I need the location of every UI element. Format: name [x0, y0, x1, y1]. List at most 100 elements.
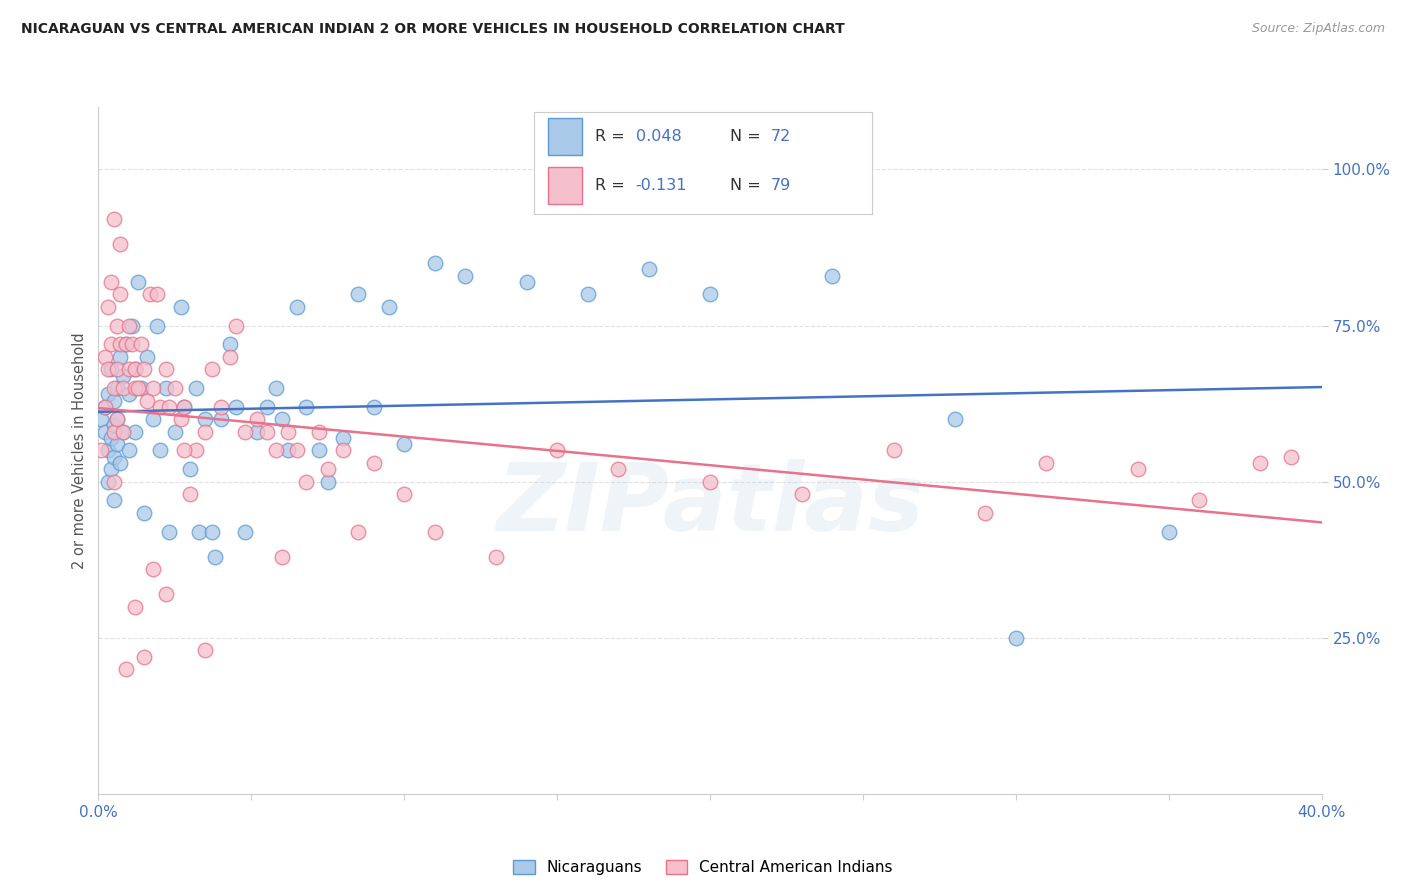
Point [157, 400, 180, 414]
Point [136, 393, 159, 408]
Point [264, 381, 287, 395]
Point [134, 649, 156, 664]
Text: Source: ZipAtlas.com: Source: ZipAtlas.com [1251, 22, 1385, 36]
Point [308, 443, 330, 458]
Point [108, 337, 131, 351]
Point [97, 387, 120, 401]
Point [209, 400, 232, 414]
Point [103, 418, 125, 433]
Point [423, 524, 446, 539]
Point [225, 400, 247, 414]
Point [111, 425, 134, 439]
Point [285, 300, 308, 314]
Point [118, 318, 141, 333]
Point [170, 412, 193, 426]
Text: R =: R = [595, 178, 630, 193]
Point [124, 362, 146, 376]
Point [194, 425, 217, 439]
Point [111, 425, 134, 439]
Point [246, 412, 269, 426]
Point [124, 425, 146, 439]
Point [155, 381, 177, 395]
Point [170, 300, 193, 314]
Point [118, 362, 141, 376]
Point [127, 381, 149, 395]
Point [883, 443, 905, 458]
Point [108, 237, 131, 252]
Point [129, 381, 152, 395]
Point [105, 318, 128, 333]
Point [124, 381, 146, 395]
Point [256, 425, 278, 439]
Point [186, 381, 208, 395]
Point [97, 362, 120, 376]
Point [118, 387, 141, 401]
Point [103, 212, 125, 227]
Point [200, 524, 222, 539]
Point [108, 287, 131, 301]
Point [124, 362, 146, 376]
Point [115, 662, 138, 676]
Point [163, 425, 186, 439]
FancyBboxPatch shape [548, 118, 582, 154]
Point [142, 562, 165, 576]
Point [93, 425, 115, 439]
Point [155, 587, 177, 601]
Point [173, 443, 195, 458]
Point [163, 381, 186, 395]
Point [363, 456, 385, 470]
Point [423, 256, 446, 270]
Point [1004, 631, 1026, 645]
Point [121, 337, 143, 351]
Point [157, 524, 180, 539]
Point [392, 437, 416, 451]
Point [790, 487, 813, 501]
Point [100, 462, 122, 476]
Point [142, 412, 165, 426]
Point [90, 443, 112, 458]
Legend: Nicaraguans, Central American Indians: Nicaraguans, Central American Indians [513, 861, 893, 875]
Point [145, 287, 167, 301]
Point [97, 443, 120, 458]
Point [270, 549, 292, 564]
Point [103, 493, 125, 508]
Point [105, 412, 128, 426]
Point [1157, 524, 1180, 539]
Point [516, 275, 538, 289]
Point [103, 450, 125, 464]
Point [200, 362, 222, 376]
Point [277, 425, 299, 439]
Text: NICARAGUAN VS CENTRAL AMERICAN INDIAN 2 OR MORE VEHICLES IN HOUSEHOLD CORRELATIO: NICARAGUAN VS CENTRAL AMERICAN INDIAN 2 … [21, 22, 845, 37]
Point [127, 275, 149, 289]
Text: N =: N = [730, 128, 766, 144]
Point [115, 337, 138, 351]
Point [111, 381, 134, 395]
Point [316, 475, 339, 489]
Point [93, 400, 115, 414]
Point [139, 287, 162, 301]
Point [93, 400, 115, 414]
Point [943, 412, 966, 426]
Point [142, 381, 165, 395]
Point [108, 456, 131, 470]
Point [134, 362, 156, 376]
Point [149, 443, 172, 458]
Point [105, 412, 128, 426]
Point [97, 300, 120, 314]
Point [1279, 450, 1302, 464]
Point [108, 350, 131, 364]
Point [155, 362, 177, 376]
Point [105, 381, 128, 395]
Point [219, 337, 242, 351]
Point [347, 524, 370, 539]
Point [103, 393, 125, 408]
Point [233, 524, 256, 539]
Point [1188, 493, 1211, 508]
Point [145, 318, 167, 333]
Point [103, 475, 125, 489]
Point [347, 287, 370, 301]
Point [308, 425, 330, 439]
Point [100, 431, 122, 445]
Point [1035, 456, 1057, 470]
Point [118, 443, 141, 458]
